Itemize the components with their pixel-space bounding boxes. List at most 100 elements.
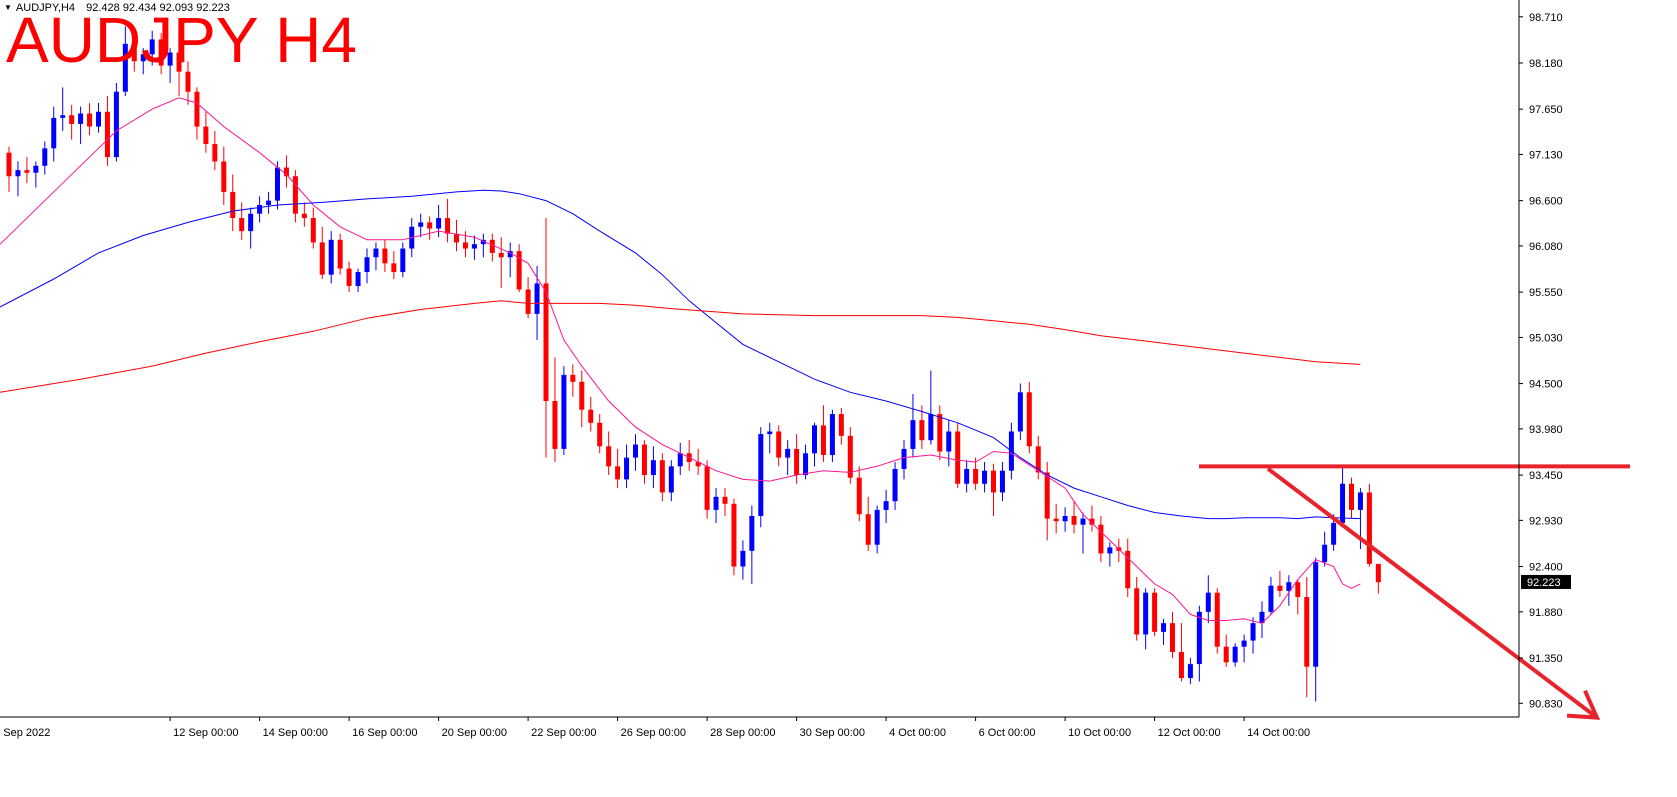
close-value: 92.223: [196, 2, 230, 14]
price-tick-label: 93.450: [1529, 470, 1563, 482]
candle: [1035, 435, 1041, 480]
chart-overlay-title: AUDJPY H4: [6, 4, 357, 76]
candle-body: [543, 283, 549, 401]
candle-body: [149, 39, 155, 55]
candle-body: [382, 248, 388, 264]
price-tick-label: 90.830: [1529, 698, 1563, 710]
candle: [1125, 538, 1131, 598]
candle-body: [1125, 550, 1131, 589]
candle-body: [713, 496, 719, 510]
candle: [561, 366, 567, 456]
candle: [60, 87, 66, 131]
dropdown-triangle-icon[interactable]: ▼: [4, 3, 12, 12]
candle-body: [418, 222, 424, 227]
candle-body: [1259, 611, 1265, 624]
candle: [1026, 381, 1032, 454]
candle-body: [785, 448, 791, 458]
symbol-label: AUDJPY,H4: [15, 2, 76, 14]
candle: [104, 96, 110, 166]
time-tick-label: 20 Sep 00:00: [442, 727, 507, 739]
candle-body: [999, 470, 1005, 493]
candle: [436, 204, 442, 238]
price-tick-label: 91.880: [1529, 607, 1563, 619]
candle-body: [1223, 646, 1229, 663]
candle: [1268, 576, 1274, 615]
candle-body: [865, 514, 871, 545]
candle: [275, 161, 280, 210]
candle-body: [659, 460, 665, 493]
low-value: 92.093: [159, 2, 194, 14]
candle-body: [1214, 592, 1220, 647]
candle: [176, 26, 182, 97]
candle-body: [373, 248, 379, 258]
candle-body: [767, 431, 773, 435]
candle: [767, 422, 773, 454]
candle: [319, 226, 325, 280]
candle-body: [588, 409, 594, 423]
candle: [785, 440, 791, 476]
candle: [883, 489, 889, 523]
candle: [194, 87, 200, 140]
candle-body: [319, 242, 325, 275]
candle: [865, 496, 871, 551]
price-tick-label: 97.650: [1529, 104, 1563, 116]
candle: [1017, 383, 1023, 441]
candle-body: [668, 466, 674, 493]
candle-body: [579, 381, 585, 410]
candle-body: [1313, 562, 1319, 667]
candle-body: [257, 204, 263, 214]
candle-body: [266, 200, 272, 205]
price-tick-label: 94.500: [1529, 379, 1563, 391]
candle: [266, 191, 272, 214]
candle-body: [1241, 640, 1247, 647]
candle: [1196, 605, 1202, 682]
candle-body: [24, 170, 30, 173]
candle: [982, 461, 988, 493]
candle-body: [346, 268, 352, 286]
candle-body: [1187, 664, 1193, 679]
time-tick-label: 12 Oct 00:00: [1158, 727, 1221, 739]
candle-body: [1170, 623, 1175, 652]
candle: [87, 103, 93, 136]
candle-body: [624, 457, 630, 480]
candle-body: [364, 257, 370, 273]
price-tick-label: 95.030: [1529, 332, 1563, 344]
candle: [149, 30, 155, 66]
candle-body: [194, 91, 200, 127]
candle-body: [78, 113, 84, 124]
candle-body: [1143, 592, 1149, 635]
candle-body: [87, 113, 93, 127]
candle: [570, 364, 576, 397]
candle-body: [140, 54, 146, 62]
candle: [1107, 542, 1113, 567]
candle: [24, 157, 30, 184]
candle-body: [301, 213, 307, 219]
annotations-layer: [1199, 464, 1630, 720]
candle-body: [131, 43, 137, 62]
candle-body: [69, 115, 75, 124]
candle-body: [1304, 597, 1310, 667]
candle: [1161, 618, 1167, 645]
candle-body: [812, 425, 817, 454]
candle: [606, 431, 612, 476]
candle-body: [203, 126, 209, 144]
candle: [820, 405, 826, 462]
candle-body: [1295, 582, 1301, 598]
candle: [471, 235, 477, 260]
candle: [1250, 617, 1256, 654]
candle-body: [1080, 518, 1086, 525]
candle: [346, 261, 352, 293]
candle-body: [42, 148, 48, 166]
candle: [964, 460, 970, 493]
candle-body: [946, 431, 952, 452]
candle-body: [892, 468, 898, 502]
price-tick-label: 97.130: [1529, 149, 1563, 161]
candle-body: [1062, 515, 1068, 522]
candle: [230, 174, 236, 232]
candle: [328, 231, 334, 284]
candle-body: [982, 470, 988, 484]
candle-body: [1286, 582, 1292, 591]
candle-body: [1089, 518, 1095, 525]
